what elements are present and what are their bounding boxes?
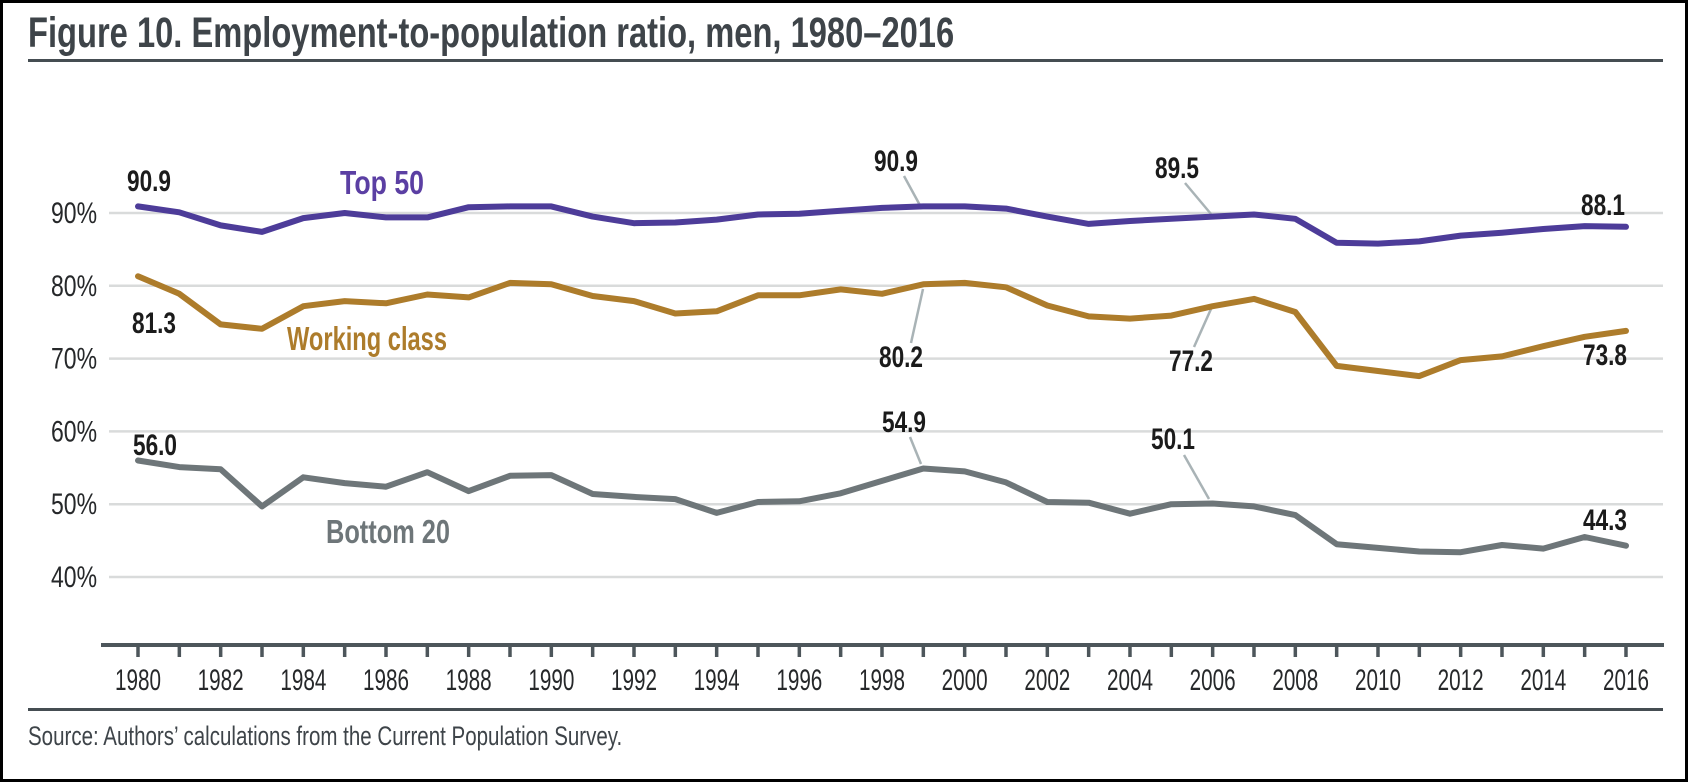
- data-label-80.2: 80.2: [879, 341, 923, 374]
- x-tick-label-2016: 2016: [1603, 664, 1649, 697]
- data-label-90.9: 90.9: [874, 145, 918, 178]
- gridlines: [109, 211, 1663, 579]
- leader-line-89.5: [1184, 182, 1212, 215]
- y-tick-label-80%: 80%: [51, 270, 97, 303]
- data-label-73.8: 73.8: [1583, 339, 1627, 372]
- leader-line-77.2: [1192, 308, 1213, 348]
- leader-line-50.1: [1182, 454, 1211, 500]
- data-label-56.0: 56.0: [133, 429, 177, 462]
- data-label-77.2: 77.2: [1169, 345, 1213, 378]
- annotations: 90.9 90.9 89.5 88.1 81.3 80.2 77.2 73.8 56.0 54.9…: [127, 145, 1627, 537]
- source-rule: [28, 708, 1663, 711]
- x-tick-label-1980: 1980: [115, 664, 161, 697]
- x-tick-label-2010: 2010: [1355, 664, 1401, 697]
- data-label-88.1: 88.1: [1581, 189, 1625, 222]
- x-axis: 1980 1982 1984 1986 1988 1990 1992 1994 1996 1998…: [101, 643, 1664, 697]
- x-tick-label-1998: 1998: [859, 664, 905, 697]
- x-tick-label-1990: 1990: [528, 664, 574, 697]
- y-tick-label-40%: 40%: [51, 561, 97, 594]
- data-label-89.5: 89.5: [1155, 152, 1199, 185]
- series-label-working-class: Working class: [287, 320, 447, 357]
- x-tick-label-2014: 2014: [1520, 664, 1566, 697]
- x-tick-label-1986: 1986: [363, 664, 409, 697]
- x-tick-label-1992: 1992: [611, 664, 657, 697]
- y-tick-label-70%: 70%: [51, 343, 97, 376]
- series-label-bottom-20: Bottom 20: [326, 513, 450, 550]
- x-tick-label-1982: 1982: [198, 664, 244, 697]
- leader-line-90.9: [902, 175, 924, 210]
- x-tick-label-2004: 2004: [1107, 664, 1153, 697]
- leader-line-54.9: [908, 436, 923, 465]
- title-rule: [28, 59, 1663, 62]
- y-tick-label-50%: 50%: [51, 488, 97, 521]
- series-line-working-class: [135, 273, 1629, 380]
- x-tick-label-2008: 2008: [1272, 664, 1318, 697]
- figure-title: Figure 10. Employment-to-population rati…: [28, 9, 955, 57]
- x-tick-label-1984: 1984: [280, 664, 326, 697]
- x-tick-label-2006: 2006: [1190, 664, 1236, 697]
- data-label-81.3: 81.3: [132, 307, 176, 340]
- x-tick-label-1996: 1996: [776, 664, 822, 697]
- x-tick-label-2012: 2012: [1438, 664, 1484, 697]
- data-label-44.3: 44.3: [1583, 504, 1627, 537]
- data-label-90.9: 90.9: [127, 165, 171, 198]
- x-tick-label-2000: 2000: [942, 664, 988, 697]
- y-axis-labels: 90% 80% 70% 60% 50% 40%: [51, 197, 97, 594]
- x-tick-label-1994: 1994: [694, 664, 740, 697]
- data-label-50.1: 50.1: [1151, 423, 1195, 456]
- x-tick-label-2002: 2002: [1024, 664, 1070, 697]
- series-line-bottom-20: [135, 457, 1629, 556]
- series-line-top-50: [135, 203, 1629, 247]
- series-label-top-50: Top 50: [340, 164, 424, 201]
- leader-lines: [902, 175, 1213, 500]
- line-chart: 90%80%70%60%50%40%1980 1982 1984 1986 1988 19…: [51, 145, 1664, 697]
- x-tick-label-1988: 1988: [446, 664, 492, 697]
- data-label-54.9: 54.9: [882, 406, 926, 439]
- leader-line-80.2: [909, 288, 925, 344]
- figure-source: Source: Authors’ calculations from the C…: [28, 721, 623, 751]
- y-tick-label-90%: 90%: [51, 197, 97, 230]
- y-tick-label-60%: 60%: [51, 415, 97, 448]
